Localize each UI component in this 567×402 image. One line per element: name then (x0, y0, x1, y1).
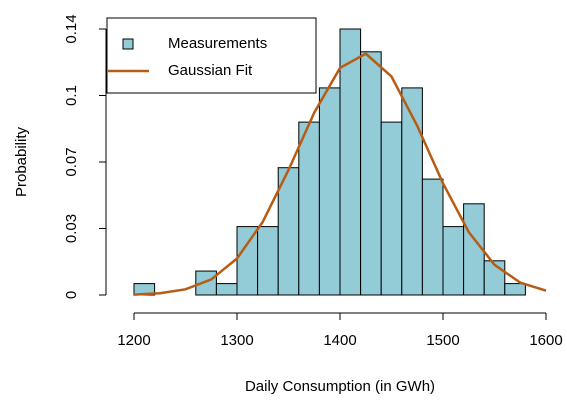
y-tick-label: 0.07 (63, 147, 80, 176)
y-tick-label: 0.03 (63, 214, 80, 243)
x-tick-label: 1400 (323, 332, 356, 349)
bar (442, 226, 465, 296)
bar (360, 51, 382, 296)
fit-line (133, 52, 547, 296)
bar (463, 203, 485, 296)
bar (339, 28, 362, 296)
y-tick-label: 0.14 (63, 14, 80, 43)
bar (236, 226, 259, 296)
legend-box (106, 17, 317, 94)
legend-swatch (122, 38, 134, 50)
x-tick-label: 1600 (529, 332, 562, 349)
x-tick-label: 1500 (426, 332, 459, 349)
y-tick-label: 0 (63, 291, 80, 299)
y-axis-label: Probability (13, 126, 30, 197)
x-tick-label: 1200 (117, 332, 150, 349)
y-tick-label: 0.1 (63, 85, 80, 106)
bar (421, 178, 444, 296)
bar (401, 87, 423, 296)
x-axis-label: Daily Consumption (in GWh) (245, 378, 435, 395)
bar (215, 283, 238, 296)
bar (195, 270, 217, 296)
legend-label: Gaussian Fit (168, 62, 253, 79)
bar (298, 121, 320, 296)
bar (504, 283, 526, 296)
legend-label: Measurements (168, 35, 267, 52)
bar (318, 87, 341, 296)
x-tick-label: 1300 (220, 332, 253, 349)
bar (257, 226, 279, 296)
bar (380, 121, 403, 296)
